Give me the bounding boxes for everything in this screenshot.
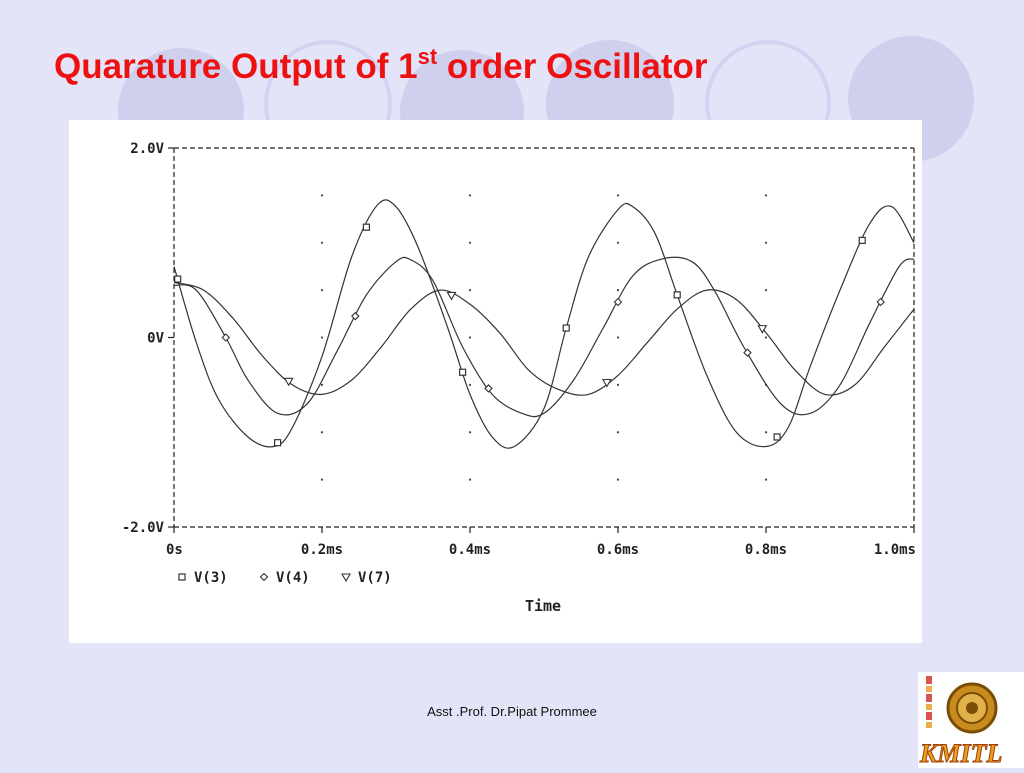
series-marker-v4 — [351, 311, 360, 321]
grid-dot — [320, 478, 324, 481]
grid-dot — [616, 478, 620, 481]
grid-dot — [468, 289, 472, 292]
grid-dot — [616, 194, 620, 197]
grid-dot — [468, 431, 472, 434]
grid-dot — [764, 194, 768, 197]
plot-panel: 0s 0.2ms 0.4ms 0.6ms 0.8ms 1.0ms 2.0V 0V -2.0V V(… — [69, 120, 922, 643]
title-rest: order Oscillator — [437, 47, 708, 86]
waveform-chart: 0s 0.2ms 0.4ms 0.6ms 0.8ms 1.0ms 2.0V 0V -2.0V V(… — [122, 141, 916, 615]
legend-label-v4: V(4) — [276, 570, 310, 586]
series-marker-v4 — [876, 297, 885, 307]
grid-dot — [616, 383, 620, 386]
grid-dot — [468, 478, 472, 481]
series-marker-v4 — [484, 384, 493, 393]
legend-marker-v7 — [341, 573, 351, 583]
y-tick-label: 0V — [147, 331, 164, 347]
grid-dot — [616, 431, 620, 434]
x-tick-label: 0.6ms — [597, 542, 639, 558]
x-axis-title: Time — [525, 597, 561, 615]
series-marker-v3 — [174, 275, 182, 283]
series-line-v4 — [173, 256, 915, 418]
grid-dot — [320, 194, 324, 197]
grid-dot — [468, 336, 472, 339]
grid-dot — [468, 241, 472, 244]
y-tick-label: -2.0V — [122, 520, 165, 536]
slide-title: Quarature Output of 1st order Oscillator — [54, 44, 708, 87]
footer-author: Asst .Prof. Dr.Pipat Prommee — [427, 704, 597, 719]
grid-dot — [616, 336, 620, 339]
title-main: Quarature Output of 1 — [54, 47, 418, 86]
series-marker-v3 — [362, 223, 370, 231]
grid-dot — [468, 194, 472, 197]
series-marker-v3 — [858, 236, 866, 244]
series-line-v7 — [173, 281, 915, 396]
grid-dot — [616, 241, 620, 244]
series-marker-v4 — [613, 297, 623, 307]
x-tick-label: 0s — [166, 542, 183, 558]
series-marker-v7 — [757, 325, 768, 334]
svg-text:KMITL: KMITL — [919, 739, 1002, 768]
x-tick-label: 0.8ms — [745, 542, 787, 558]
series-marker-v4 — [743, 348, 752, 357]
series-marker-v7 — [446, 291, 457, 301]
series-marker-v3 — [274, 439, 282, 447]
grid-dot — [320, 383, 324, 386]
grid-dot — [468, 383, 472, 386]
grid-dot — [320, 241, 324, 244]
x-tick-label: 1.0ms — [874, 542, 916, 558]
series-marker-v7 — [283, 377, 294, 387]
x-tick-label: 0.4ms — [449, 542, 491, 558]
legend-marker-v3 — [178, 573, 186, 581]
x-tick-label: 0.2ms — [301, 542, 343, 558]
grid-dot — [764, 241, 768, 244]
series-line-v3 — [173, 199, 915, 449]
grid-dot — [320, 431, 324, 434]
grid-dot — [764, 431, 768, 434]
legend-marker-v4 — [259, 572, 269, 582]
grid-dot — [764, 289, 768, 292]
series-marker-v3 — [773, 433, 781, 441]
grid-dot — [764, 478, 768, 481]
series-marker-v3 — [673, 291, 681, 299]
legend-label-v7: V(7) — [358, 570, 392, 586]
y-tick-label: 2.0V — [130, 141, 164, 157]
series-marker-v4 — [221, 333, 231, 342]
grid-dot — [320, 289, 324, 292]
series-marker-v3 — [459, 368, 467, 376]
grid-dot — [320, 336, 324, 339]
grid-dot — [616, 289, 620, 292]
title-superscript: st — [417, 44, 438, 69]
grid-dot — [764, 336, 768, 339]
series-marker-v3 — [562, 324, 570, 332]
legend-label-v3: V(3) — [194, 570, 228, 586]
series-marker-v7 — [601, 378, 612, 388]
university-logo: KMITL — [918, 672, 1024, 769]
